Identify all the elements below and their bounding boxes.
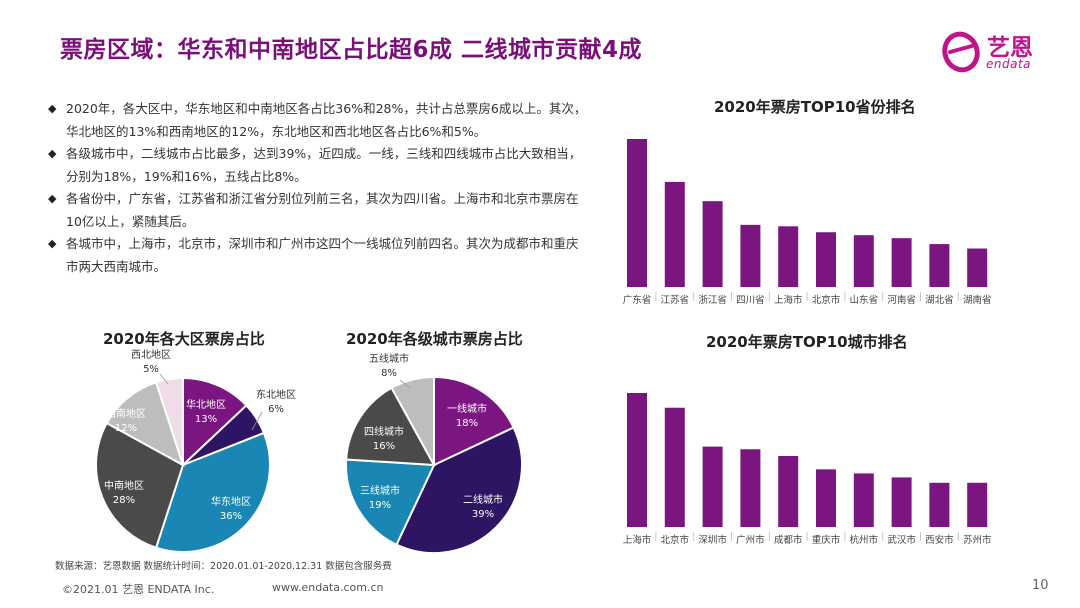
region-pie-leader-line — [251, 411, 263, 431]
citytier-pie-slice — [345, 386, 436, 467]
citytier-pie-slice-value: 18% — [456, 418, 478, 429]
province-bar-tick-label: 上海市 — [774, 294, 803, 306]
bullet-item: 2020年，各大区中，华东地区和中南地区各占比36%和28%，共计占总票房6成以… — [48, 98, 588, 143]
region-pie-slice-value: 13% — [195, 414, 217, 425]
page-number: 10 — [1032, 578, 1049, 593]
province-bar-bar — [816, 232, 836, 287]
city-bar-bar — [627, 393, 647, 527]
city-bar-tick-label: 上海市 — [623, 534, 652, 546]
footer-url[interactable]: www.endata.com.cn — [272, 581, 384, 594]
province-bar-bar — [929, 244, 950, 287]
source-note: 数据来源：艺恩数据 数据统计时间：2020.01.01-2020.12.31 数… — [55, 561, 392, 572]
province-bar-bar — [627, 139, 647, 287]
citytier-pie-title: 2020年各级城市票房占比 — [346, 330, 523, 348]
province-bar-tick-label: 广东省 — [623, 294, 652, 306]
region-pie-slice — [154, 376, 184, 466]
city-bar-bar — [816, 469, 836, 527]
region-pie-slice-value: 5% — [143, 364, 159, 375]
region-pie-slice-value: 6% — [268, 404, 284, 415]
region-pie-slice — [95, 421, 185, 550]
province-bar-bar — [778, 226, 799, 287]
city-bar-tick-label: 武汉市 — [887, 534, 916, 546]
page-title: 票房区域：华东和中南地区占比超6成 二线城市贡献4成 — [60, 37, 643, 63]
bullet-list: 2020年，各大区中，华东地区和中南地区各占比36%和28%，共计占总票房6成以… — [48, 98, 588, 278]
footer-copyright: ©2021.01 艺恩 ENDATA Inc. — [62, 583, 215, 596]
city-bar-bar — [664, 407, 685, 527]
city-bar-tick-label: 重庆市 — [812, 534, 841, 546]
province-bar-tick-label: 山东省 — [850, 294, 879, 306]
province-bar-title: 2020年票房TOP10省份排名 — [714, 98, 916, 116]
bullet-item: 各省份中，广东省，江苏省和浙江省分别位列前三名，其次为四川省。上海市和北京市票房… — [48, 188, 588, 233]
province-bar-tick-label: 江苏省 — [661, 294, 690, 306]
region-pie-leader-line — [159, 373, 169, 385]
city-bar-tick-label: 成都市 — [774, 534, 803, 546]
logo-text-en: endata — [986, 57, 1032, 71]
citytier-pie-slice-label: 二线城市 — [463, 493, 503, 506]
province-bar-tick-label: 河南省 — [887, 294, 916, 306]
region-pie-slice-value: 28% — [113, 495, 135, 506]
citytier-pie-slice-value: 39% — [472, 509, 494, 520]
citytier-pie-slice — [390, 375, 435, 466]
city-bar-tick-label: 苏州市 — [963, 534, 992, 546]
region-pie-slice-label: 东北地区 — [256, 388, 296, 401]
endata-logo-icon — [942, 31, 980, 73]
city-bar-bar — [967, 482, 988, 527]
city-bar-bar — [891, 477, 912, 527]
city-bar-bar — [778, 455, 799, 527]
bullet-item: 各城市中，上海市，北京市，深圳市和广州市这四个一线城位列前四名。其次为成都市和重… — [48, 233, 588, 278]
citytier-pie-leader-line — [399, 379, 411, 389]
province-bar-bar — [891, 238, 912, 287]
citytier-pie-slice-label: 四线城市 — [364, 425, 404, 438]
province-bar-bar — [664, 181, 685, 287]
citytier-pie-slice — [345, 458, 436, 546]
citytier-pie-slice-value: 16% — [373, 441, 395, 452]
province-bar-tick-label: 湖南省 — [963, 294, 992, 306]
city-bar-tick-label: 广州市 — [736, 534, 765, 546]
city-bar-tick-label: 北京市 — [661, 534, 690, 546]
citytier-pie-slice — [395, 426, 523, 554]
logo-text-cn: 艺恩 — [987, 35, 1033, 61]
province-bar-bar — [853, 235, 874, 287]
city-bar-bar — [702, 446, 723, 527]
citytier-pie-slice-label: 一线城市 — [447, 402, 487, 415]
citytier-pie-slice — [433, 375, 515, 467]
province-bar-tick-label: 四川省 — [736, 294, 765, 306]
region-pie-title: 2020年各大区票房占比 — [103, 330, 265, 348]
region-pie-slice-label: 华东地区 — [211, 495, 251, 508]
province-bar-bar — [740, 224, 761, 287]
citytier-pie-slice-label: 三线城市 — [360, 484, 400, 497]
region-pie-slice-value: 12% — [115, 423, 137, 434]
city-bar-tick-label: 西安市 — [925, 534, 954, 546]
citytier-pie-slice-value: 8% — [381, 368, 397, 379]
region-pie-slice-value: 36% — [220, 511, 242, 522]
citytier-pie-slice-label: 五线城市 — [369, 352, 409, 365]
city-bar-bar — [740, 449, 761, 527]
province-bar-tick-label: 湖北省 — [925, 294, 954, 306]
region-pie-slice — [154, 431, 271, 553]
province-bar-tick-label: 浙江省 — [698, 294, 727, 306]
province-bar-bar — [702, 201, 723, 287]
city-bar-title: 2020年票房TOP10城市排名 — [706, 333, 908, 351]
province-bar-bar — [967, 248, 988, 287]
city-bar-tick-label: 深圳市 — [698, 534, 727, 546]
citytier-pie-slice-value: 19% — [369, 500, 391, 511]
city-bar-bar — [929, 482, 950, 527]
region-pie-slice — [182, 404, 266, 466]
region-pie-slice-label: 中南地区 — [104, 479, 144, 492]
region-pie-slice — [105, 380, 185, 468]
region-pie-slice — [182, 376, 248, 468]
city-bar-bar — [853, 473, 874, 527]
province-bar-tick-label: 北京市 — [812, 294, 841, 306]
region-pie-slice-label: 西南地区 — [106, 407, 146, 420]
region-pie-slice-label: 西北地区 — [131, 348, 171, 361]
region-pie-slice-label: 华北地区 — [186, 398, 226, 411]
city-bar-tick-label: 杭州市 — [850, 534, 879, 546]
bullet-item: 各级城市中，二线城市占比最多，达到39%，近四成。一线，三线和四线城市占比大致相… — [48, 143, 588, 188]
